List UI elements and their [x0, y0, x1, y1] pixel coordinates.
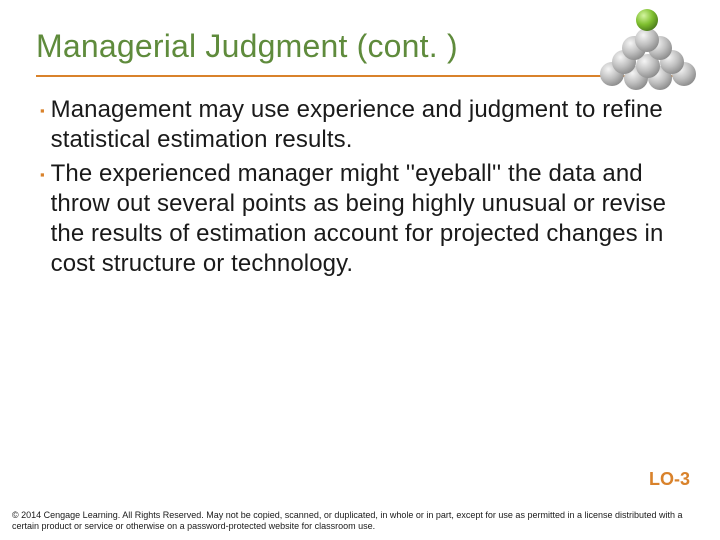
learning-objective-label: LO-3: [649, 469, 690, 490]
bullet-item: ▪ Management may use experience and judg…: [40, 95, 684, 155]
bullet-text: Management may use experience and judgme…: [51, 95, 684, 155]
bullet-mark-icon: ▪: [40, 97, 45, 125]
bullet-mark-icon: ▪: [40, 161, 45, 189]
bullet-list: ▪ Management may use experience and judg…: [36, 95, 684, 279]
spheres-icon: [584, 2, 704, 92]
slide: Managerial Judgment (cont. ) ▪ Managemen…: [0, 0, 720, 540]
bullet-item: ▪ The experienced manager might ''eyebal…: [40, 159, 684, 279]
copyright-text: © 2014 Cengage Learning. All Rights Rese…: [12, 510, 708, 532]
bullet-text: The experienced manager might ''eyeball'…: [51, 159, 684, 279]
